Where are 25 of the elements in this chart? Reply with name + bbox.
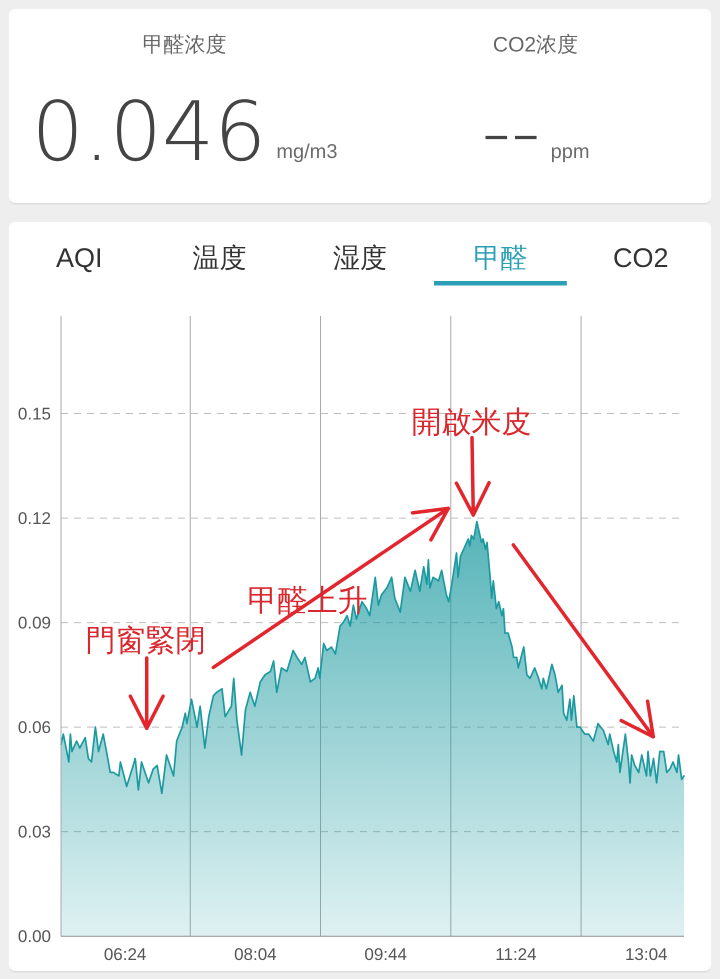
annotation: 門窗緊閉: [85, 624, 206, 658]
text: CO2浓度: [492, 34, 578, 56]
annotation: 開啟米皮: [412, 406, 532, 440]
x-tick-label: 11:24: [495, 944, 537, 964]
y-tick-label: 0.00: [18, 927, 51, 946]
y-tick-label: 0.09: [18, 614, 51, 633]
text: 0.046: [32, 85, 266, 180]
category-label: 温度: [192, 243, 247, 273]
text: ppm: [550, 141, 590, 163]
text: 甲醛浓度: [142, 34, 226, 56]
text: mg/m3: [276, 141, 338, 163]
annotation: 甲醛上升: [248, 584, 368, 618]
x-tick-label: 09:44: [364, 944, 407, 964]
category-label: AQI: [56, 243, 102, 273]
x-tick-label: 13:04: [624, 944, 668, 964]
x-tick-label: 08:04: [234, 944, 277, 964]
y-tick-label: 0.03: [18, 822, 51, 842]
y-tick-label: 0.12: [18, 509, 51, 528]
x-tick-label: 06:24: [104, 944, 146, 964]
text: --: [481, 85, 541, 180]
category-label: 湿度: [333, 243, 387, 273]
category-label: CO2: [613, 243, 669, 273]
y-tick-label: 0.15: [18, 404, 51, 424]
y-tick-label: 0.06: [18, 718, 51, 738]
category-label: 甲醛: [473, 243, 528, 273]
